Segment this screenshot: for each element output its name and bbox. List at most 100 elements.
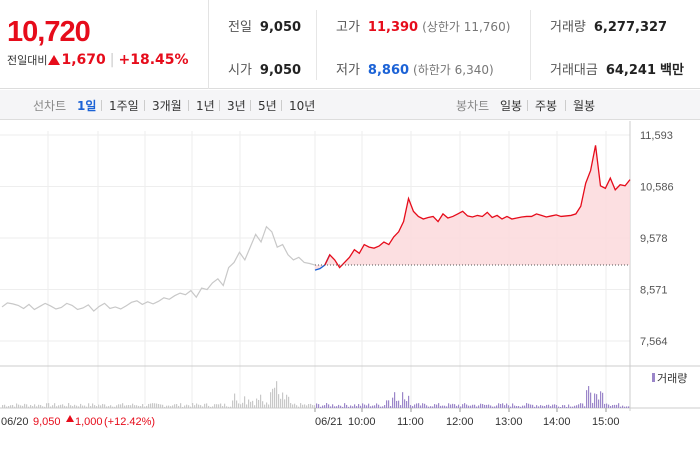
volume-bar: [312, 404, 314, 408]
divider: |: [109, 52, 115, 68]
volume-bar: [30, 405, 32, 408]
volume-bar: [132, 403, 134, 408]
volume-bar: [62, 404, 64, 408]
tab-monthly-candle[interactable]: 월봉: [573, 99, 596, 113]
volume-bar: [218, 404, 220, 408]
volume-bar: [172, 405, 174, 408]
volume-bar: [256, 398, 258, 408]
prev-day-price-line: [1, 225, 316, 312]
volume-bar: [310, 403, 312, 408]
volume-bar: [472, 404, 474, 408]
volume-bar: [530, 404, 532, 408]
volume-bar: [416, 403, 418, 408]
volume-bar: [332, 404, 334, 408]
volume-bar: [166, 405, 168, 408]
volume-bar: [610, 405, 612, 408]
volume-bar: [592, 402, 594, 408]
volume-bar: [346, 404, 348, 408]
volume-bar: [252, 400, 254, 408]
volume-bar: [624, 406, 626, 408]
volume-bar: [388, 400, 390, 408]
volume-bar: [78, 406, 80, 408]
volume-bar: [204, 403, 206, 408]
volume-bar: [268, 404, 270, 408]
tab-1y[interactable]: 1년: [196, 99, 215, 113]
volume-bar: [608, 404, 610, 408]
volume-bar: [542, 405, 544, 408]
volume-bar: [348, 406, 350, 408]
divider: [316, 10, 317, 80]
volume-bar: [60, 404, 62, 408]
volume-bar: [450, 404, 452, 408]
volume-bar: [26, 404, 28, 408]
stat-volume: 거래량 6,277,327: [550, 20, 668, 35]
volume-bar: [400, 405, 402, 408]
x-tick-label: 06/21: [315, 416, 343, 428]
volume-bar: [240, 404, 242, 408]
volume-bar: [264, 404, 266, 408]
volume-bar: [140, 406, 142, 408]
tab-daily-candle[interactable]: 일봉: [500, 99, 523, 113]
volume-bar: [284, 399, 286, 408]
volume-bar: [70, 405, 72, 408]
volume-bar: [318, 404, 320, 408]
volume-bar: [266, 402, 268, 408]
volume-bar: [478, 405, 480, 408]
x-tick-label: 15:00: [592, 416, 620, 428]
volume-bar: [278, 394, 280, 408]
volume-bar: [28, 406, 30, 408]
volume-bar: [350, 405, 352, 408]
volume-bar: [602, 392, 604, 408]
tab-1d[interactable]: 1일: [77, 99, 97, 113]
volume-bar: [568, 404, 570, 408]
divider: [144, 100, 145, 111]
tab-1w[interactable]: 1주일: [109, 99, 139, 113]
volume-bar: [56, 406, 58, 408]
volume-bar: [616, 404, 618, 408]
volume-bar: [434, 404, 436, 408]
volume-bar: [282, 392, 284, 408]
volume-bar: [424, 403, 426, 408]
volume-bar: [470, 405, 472, 408]
volume-bar: [476, 406, 478, 408]
volume-bar: [16, 403, 18, 408]
tab-3y[interactable]: 3년: [227, 99, 246, 113]
volume-bar: [178, 405, 180, 408]
volume-bar: [558, 406, 560, 408]
volume-bar: [66, 406, 68, 408]
volume-bar: [544, 406, 546, 408]
tab-3m[interactable]: 3개월: [152, 99, 182, 113]
volume-bar: [36, 406, 38, 408]
tab-5y[interactable]: 5년: [258, 99, 277, 113]
volume-bar: [222, 406, 224, 408]
volume-bar: [270, 392, 272, 408]
y-tick-label: 11,593: [640, 130, 673, 142]
volume-bar: [54, 403, 56, 408]
prev-day-label: 06/20: [1, 416, 29, 428]
volume-bar: [474, 404, 476, 408]
stock-summary: 10,720 전일대비 1,670 | +18.45% 전일 9,050 시가 9,050…: [0, 0, 700, 89]
volume-bar: [428, 406, 430, 408]
volume-bar: [184, 405, 186, 408]
volume-bar: [546, 404, 548, 408]
volume-bar: [314, 405, 316, 408]
volume-bar: [418, 403, 420, 408]
volume-bar: [226, 406, 228, 408]
tab-weekly-candle[interactable]: 주봉: [535, 99, 558, 113]
volume-bar: [528, 403, 530, 408]
volume-bar: [538, 406, 540, 408]
volume-bar: [290, 403, 292, 408]
up-triangle-icon: [48, 55, 61, 65]
volume-bar: [432, 406, 434, 408]
tab-10y[interactable]: 10년: [289, 99, 316, 113]
divider: [250, 100, 251, 111]
divider: [219, 100, 220, 111]
volume-bar: [412, 406, 414, 408]
volume-bar: [14, 406, 16, 408]
volume-bar: [276, 381, 278, 408]
volume-bar: [582, 403, 584, 408]
volume-bar: [366, 405, 368, 408]
volume-bar: [98, 404, 100, 408]
volume-bar: [526, 403, 528, 408]
volume-bar: [48, 403, 50, 408]
